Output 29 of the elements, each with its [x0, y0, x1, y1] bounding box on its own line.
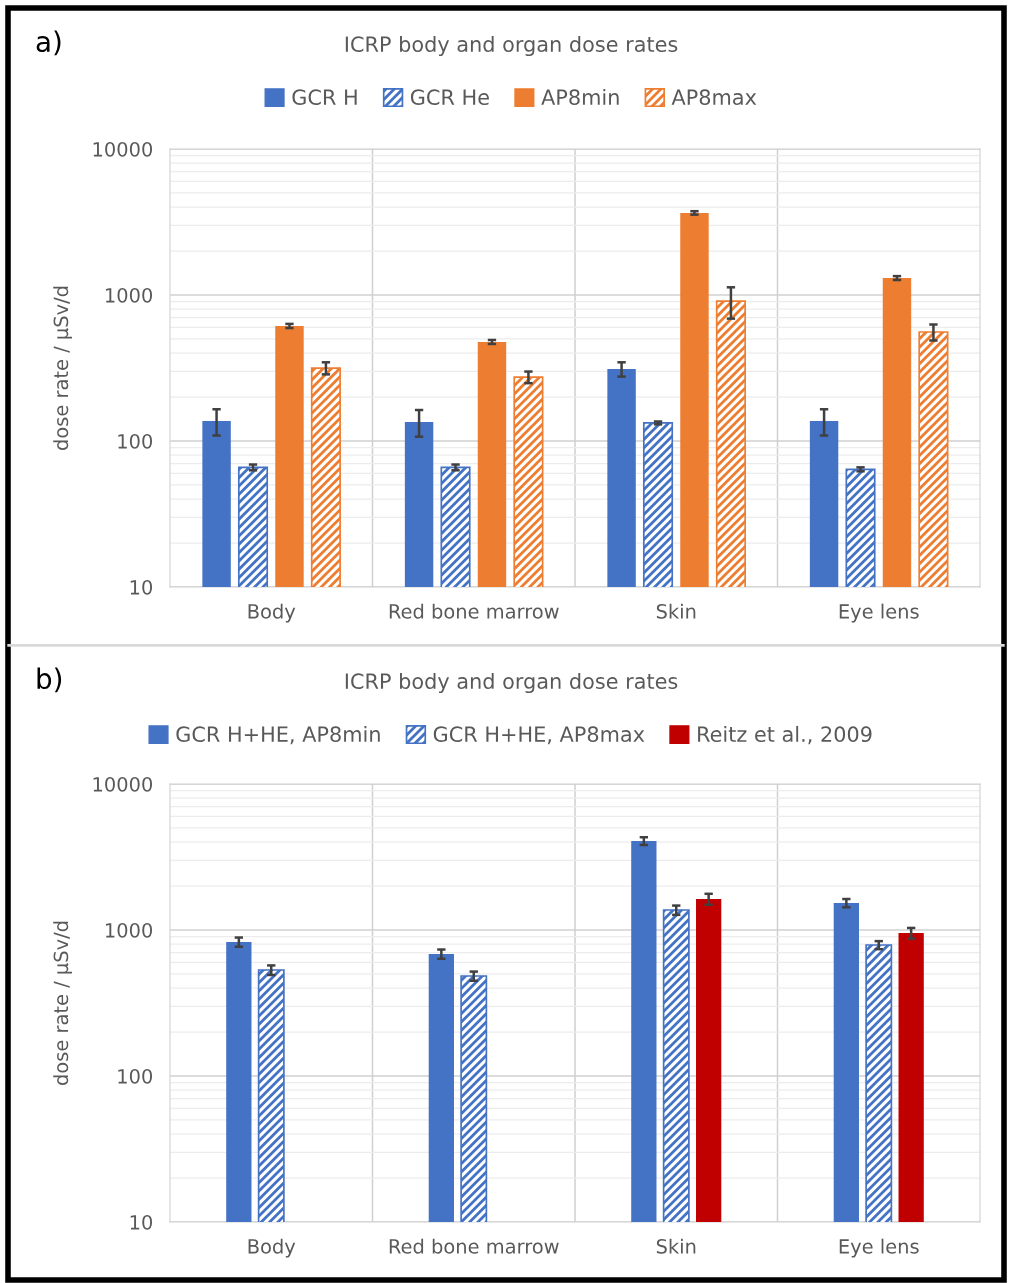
text: b) — [37, 667, 62, 693]
y-axis-title: dose rate / µSv/d — [53, 286, 73, 450]
y-tick-label: 10 — [130, 579, 153, 595]
y-tick-label: 100 — [118, 1068, 153, 1084]
x-tick-label: Body — [248, 603, 296, 623]
y-tick-label: 100 — [118, 433, 153, 449]
legend-label: GCR H+HE, AP8min — [176, 725, 380, 745]
legend-label: GCR H+HE, AP8max — [433, 726, 645, 745]
y-tick-label: 1000 — [105, 922, 153, 938]
y-tick-label: 10000 — [93, 141, 153, 157]
legend-label: AP8max — [671, 89, 757, 106]
legend-label: AP8min — [541, 88, 619, 106]
text: a) — [36, 30, 61, 56]
legend-label: Reitz et al., 2009 — [698, 725, 872, 745]
x-tick-label: Red bone marrow — [389, 1238, 559, 1254]
y-tick-label: 10000 — [93, 776, 153, 792]
x-tick-label: Skin — [656, 1238, 696, 1254]
chart-title: ICRP body and organ dose rates — [345, 35, 678, 57]
x-tick-label: Skin — [656, 603, 696, 619]
y-tick-label: 10 — [130, 1214, 153, 1230]
x-tick-label: Eye lens — [839, 603, 919, 623]
x-tick-label: Red bone marrow — [389, 603, 559, 619]
y-axis-title: dose rate / µSv/d — [53, 921, 73, 1085]
legend-label: GCR He — [410, 89, 489, 106]
x-tick-label: Body — [248, 1238, 296, 1258]
y-tick-label: 1000 — [105, 287, 153, 303]
chart-title: ICRP body and organ dose rates — [345, 672, 678, 694]
x-tick-label: Eye lens — [839, 1238, 919, 1258]
legend-label: GCR H — [292, 89, 357, 106]
